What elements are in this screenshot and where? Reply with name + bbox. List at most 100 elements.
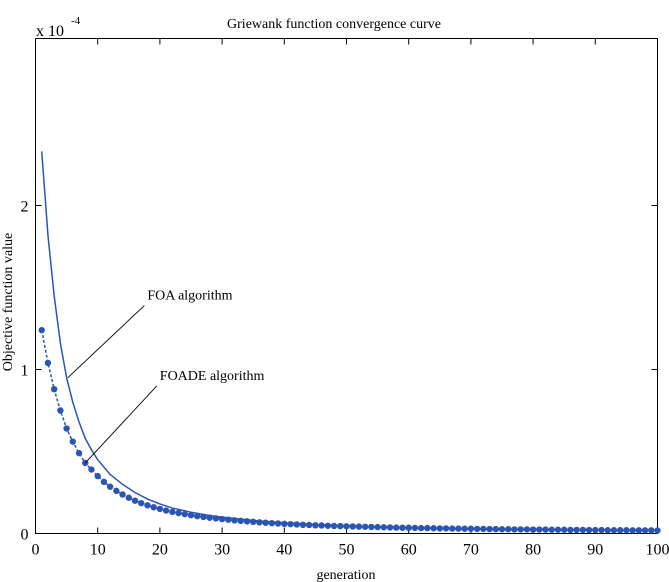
series-2-point [262, 519, 269, 526]
series-2-point [355, 523, 363, 530]
series-2-point [598, 526, 605, 534]
series-2-point [498, 526, 506, 533]
plot-frame [35, 38, 658, 534]
series-2-point [561, 526, 568, 533]
series-2-point [455, 525, 462, 532]
annotation-leader-1 [67, 305, 145, 379]
x-tick-label: 40 [276, 542, 292, 559]
series-2-point [529, 526, 537, 533]
series-2-point [131, 497, 139, 504]
series-2-point [567, 526, 574, 534]
series-line-1 [40, 151, 658, 532]
series-2-point [156, 505, 164, 513]
series-2-point [231, 517, 238, 524]
series-2-point [194, 512, 201, 520]
series-2-point [616, 527, 624, 534]
series-2-point [523, 526, 531, 533]
series-2-point [69, 438, 77, 445]
series-2-point [623, 527, 630, 534]
series-2-point [442, 525, 450, 532]
series-2-point [368, 523, 375, 531]
series-2-point [237, 517, 244, 525]
series-2-point [380, 524, 388, 531]
series-2-point [492, 525, 499, 533]
series-2-point [486, 525, 493, 533]
series-2-point [63, 425, 70, 432]
series-2-point [324, 522, 332, 529]
annotation-label-2: FOADE algorithm [160, 369, 265, 384]
series-2-point [424, 524, 431, 532]
x-tick-label: 80 [525, 542, 541, 559]
series-2-point [293, 521, 300, 528]
series-2-point [610, 527, 618, 534]
series-2-point [162, 507, 170, 514]
series-2-point [312, 522, 319, 529]
series-2-point [393, 524, 400, 531]
chart-title: Griewank function convergence curve [227, 17, 441, 32]
series-2-point [75, 449, 83, 457]
y-axis-label: Objective function value [1, 233, 16, 371]
series-2-point [542, 526, 549, 533]
series-2-point [654, 527, 661, 534]
axis-ticks: 0 10 20 30 40 50 60 70 80 90 100 0 1 2 [21, 38, 669, 559]
series-2-point [511, 526, 518, 533]
y-tick-label: 2 [21, 199, 29, 216]
series-2-point [374, 523, 381, 531]
annotation-label-1: FOA algorithm [147, 289, 232, 304]
series-2-point [641, 527, 649, 534]
series-2-point [299, 521, 307, 529]
series-2-point [449, 525, 456, 532]
x-tick-label: 10 [90, 542, 106, 559]
series-2-point [573, 526, 580, 534]
series-2-point [548, 526, 555, 533]
series-2-point [106, 483, 114, 490]
series-2-point [480, 525, 487, 533]
series-2-point [386, 524, 394, 531]
x-tick-label: 60 [401, 542, 417, 559]
series-2-point [225, 516, 232, 523]
annotation-leader-2 [84, 385, 158, 464]
series-2-point [125, 494, 132, 501]
series-2-point [175, 509, 182, 517]
series-2-point [187, 511, 195, 519]
series-2-point [274, 520, 282, 527]
x-tick-label: 100 [646, 542, 669, 559]
y-exponent-power: -4 [71, 15, 81, 27]
series-2-point [113, 487, 120, 495]
series-2-point [243, 518, 251, 525]
series-2-point [399, 524, 406, 531]
series-2-point [100, 478, 108, 486]
series-2-point [461, 525, 468, 532]
series-2-point [467, 525, 475, 532]
series-2-point [57, 407, 64, 414]
series-2-point [305, 521, 313, 529]
series-2-point [405, 524, 412, 531]
series-2-point [250, 518, 257, 526]
series-2-point [169, 508, 176, 516]
annotation-layer: FOA algorithm FOADE algorithm [67, 289, 265, 464]
series-2-point [94, 472, 101, 480]
series-2-point [536, 526, 543, 533]
x-tick-label: 90 [587, 542, 603, 559]
series-2-point [256, 519, 263, 526]
series-2-point [648, 527, 655, 534]
series-2-point [138, 499, 145, 507]
x-tick-label: 0 [32, 542, 40, 559]
series-2-point [88, 466, 95, 473]
y-tick-label: 1 [21, 363, 29, 380]
series-2-point [473, 525, 481, 533]
series-2-point [287, 520, 294, 528]
series-2-point [343, 523, 350, 530]
series-2-point [50, 385, 58, 393]
series-2-point [200, 513, 207, 521]
x-tick-label: 20 [152, 542, 168, 559]
series-2-point [592, 526, 599, 534]
series-2-point [44, 359, 52, 367]
series-2-point [212, 515, 220, 522]
series-2-point [604, 527, 611, 534]
series-2-point [361, 523, 369, 530]
series-2-point [554, 526, 562, 533]
series-layer [38, 151, 661, 534]
series-2-point [417, 524, 425, 532]
